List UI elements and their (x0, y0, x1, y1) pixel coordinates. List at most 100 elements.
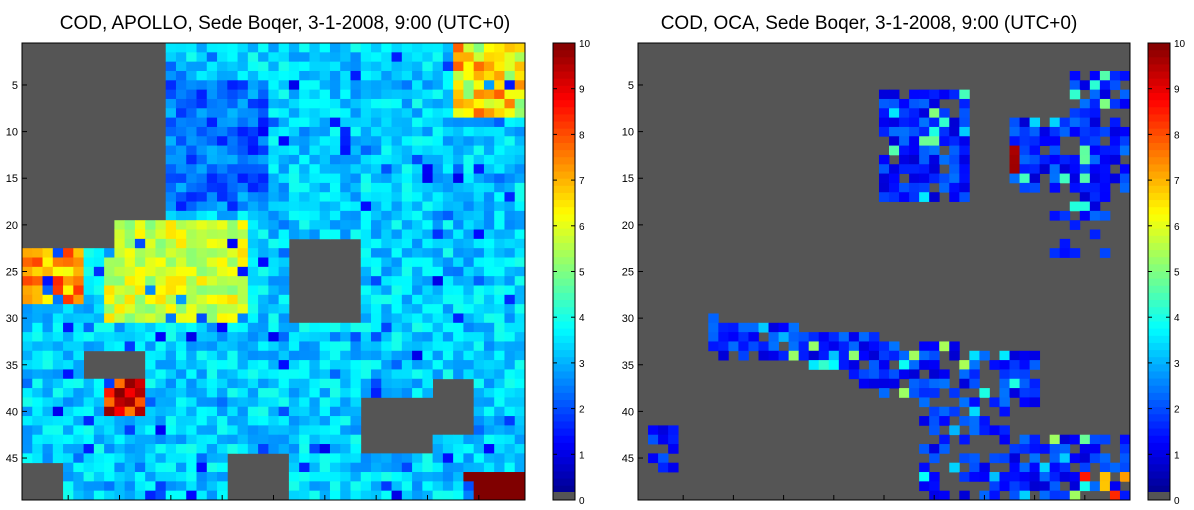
heatmap-cell (360, 136, 372, 146)
heatmap-cell (329, 453, 341, 464)
heatmap-cell (309, 481, 321, 492)
heatmap-cell (939, 117, 950, 128)
heatmap-cell (381, 117, 392, 128)
heatmap-cell (258, 304, 269, 314)
heatmap-cell (504, 266, 516, 277)
heatmap-cell (442, 462, 454, 473)
heatmap-cell (32, 350, 43, 361)
heatmap-cell (1049, 490, 1061, 501)
heatmap-cell (258, 444, 269, 454)
heatmap-cell (340, 182, 351, 193)
heatmap-cell (288, 360, 300, 370)
heatmap-cell (155, 397, 167, 408)
heatmap-cell (360, 453, 372, 464)
heatmap-cell (288, 164, 300, 174)
heatmap-cell (319, 220, 331, 230)
heatmap-cell (1009, 350, 1020, 361)
heatmap-cell (309, 70, 321, 81)
heatmap-cell (175, 416, 187, 426)
heatmap-cell (422, 117, 434, 128)
heatmap-cell (463, 154, 475, 165)
heatmap-cell (217, 210, 228, 221)
heatmap-cell (969, 453, 980, 464)
heatmap-cell (42, 425, 54, 436)
heatmap-cell (463, 490, 475, 501)
heatmap-cell (919, 145, 930, 156)
heatmap-cell (868, 332, 880, 342)
heatmap-cell (217, 332, 228, 342)
heatmap-cell (299, 192, 310, 202)
heatmap-cell (299, 453, 310, 464)
heatmap-cell (381, 360, 392, 370)
heatmap-cell (463, 210, 475, 221)
heatmap-cell (134, 453, 146, 464)
heatmap-cell (237, 444, 249, 454)
heatmap-cell (329, 369, 341, 380)
heatmap-cell (186, 313, 197, 324)
heatmap-cell (899, 154, 910, 165)
heatmap-cell (206, 70, 218, 81)
heatmap-cell (165, 369, 177, 380)
heatmap-cell (340, 322, 351, 333)
heatmap-cell (360, 388, 372, 398)
heatmap-cell (247, 238, 259, 249)
heatmap-cell (206, 472, 218, 482)
heatmap-cell (432, 322, 444, 333)
heatmap-cell (319, 80, 331, 91)
heatmap-cell (175, 238, 187, 249)
heatmap-cell (1099, 192, 1111, 202)
heatmap-cell (145, 276, 156, 286)
heatmap-cell (196, 462, 208, 473)
heatmap-cell (360, 238, 372, 249)
heatmap-cell (1099, 462, 1111, 473)
heatmap-cell (299, 416, 310, 426)
heatmap-cell (1009, 154, 1020, 165)
heatmap-cell (288, 322, 300, 333)
heatmap-cell (889, 108, 900, 119)
heatmap-cell (728, 341, 739, 352)
heatmap-cell (483, 388, 495, 398)
heatmap-cell (258, 192, 269, 202)
colorbar-tick-label: 9 (579, 85, 585, 96)
colorbar-segment (1148, 335, 1170, 344)
colorbar-tick-label: 1 (579, 450, 585, 461)
heatmap-cell (247, 136, 259, 146)
heatmap-cell (432, 201, 444, 212)
heatmap-cell (32, 453, 43, 464)
heatmap-cell (350, 322, 362, 333)
heatmap-cell (949, 136, 960, 146)
colorbar-segment (1148, 78, 1170, 87)
heatmap-cell (401, 173, 413, 184)
heatmap-cell (1119, 444, 1131, 454)
heatmap-cell (309, 145, 321, 156)
heatmap-cell (432, 117, 444, 128)
heatmap-cell (483, 285, 495, 296)
heatmap-cell (483, 350, 495, 361)
heatmap-cell (217, 285, 228, 296)
heatmap-cell (798, 332, 810, 342)
heatmap-cell (453, 472, 464, 482)
heatmap-cell (319, 173, 331, 184)
heatmap-cell (412, 52, 423, 63)
heatmap-cell (909, 89, 920, 100)
heatmap-cell (145, 350, 156, 361)
heatmap-cell (32, 257, 43, 268)
heatmap-cell (145, 369, 156, 380)
heatmap-cell (668, 425, 679, 436)
heatmap-cell (422, 43, 434, 53)
heatmap-cell (969, 416, 980, 426)
heatmap-cell (237, 173, 249, 184)
colorbar-segment (1148, 50, 1170, 58)
heatmap-cell (42, 444, 54, 454)
heatmap-cell (494, 378, 505, 389)
y-tick-label: 5 (12, 80, 18, 92)
heatmap-cell (432, 164, 444, 174)
heatmap-cell (949, 164, 960, 174)
heatmap-cell (258, 98, 269, 109)
heatmap-cell (145, 294, 156, 305)
heatmap-cell (319, 462, 331, 473)
heatmap-cell (371, 154, 382, 165)
heatmap-cell (422, 313, 434, 324)
heatmap-cell (1029, 481, 1041, 492)
heatmap-cell (73, 406, 84, 417)
